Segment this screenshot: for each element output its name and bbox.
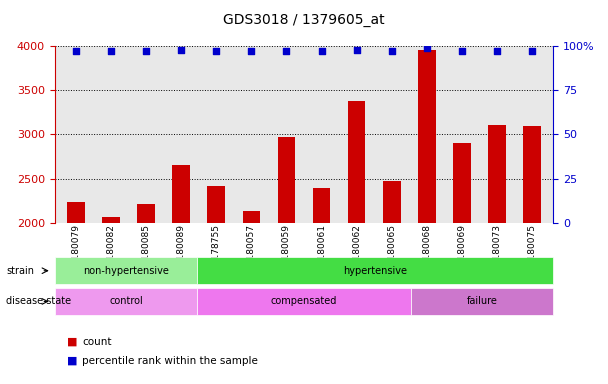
Bar: [137, 204, 155, 384]
Bar: [243, 211, 260, 384]
Text: failure: failure: [466, 296, 497, 306]
Point: [317, 48, 326, 55]
Point: [71, 48, 81, 55]
Text: hypertensive: hypertensive: [344, 266, 407, 276]
Text: compensated: compensated: [271, 296, 337, 306]
Text: strain: strain: [6, 266, 34, 276]
Point: [246, 48, 256, 55]
Point: [527, 48, 537, 55]
Bar: [313, 188, 330, 384]
Text: ■: ■: [67, 356, 77, 366]
Point: [492, 48, 502, 55]
Bar: [67, 202, 85, 384]
Bar: [523, 126, 541, 384]
Text: disease state: disease state: [6, 296, 71, 306]
Point: [352, 46, 362, 53]
Text: ■: ■: [67, 337, 77, 347]
Bar: [348, 101, 365, 384]
Point: [212, 48, 221, 55]
Text: non-hypertensive: non-hypertensive: [83, 266, 169, 276]
Text: percentile rank within the sample: percentile rank within the sample: [82, 356, 258, 366]
Point: [282, 48, 291, 55]
Text: count: count: [82, 337, 112, 347]
Point: [422, 45, 432, 51]
Bar: [453, 143, 471, 384]
Point: [106, 48, 116, 55]
Bar: [207, 185, 225, 384]
Point: [457, 48, 467, 55]
Text: GDS3018 / 1379605_at: GDS3018 / 1379605_at: [223, 13, 385, 27]
Bar: [172, 165, 190, 384]
Text: control: control: [109, 296, 143, 306]
Point: [141, 48, 151, 55]
Bar: [488, 125, 506, 384]
Bar: [278, 137, 295, 384]
Point: [176, 46, 186, 53]
Point: [387, 48, 396, 55]
Bar: [418, 50, 436, 384]
Bar: [383, 181, 401, 384]
Bar: [102, 217, 120, 384]
